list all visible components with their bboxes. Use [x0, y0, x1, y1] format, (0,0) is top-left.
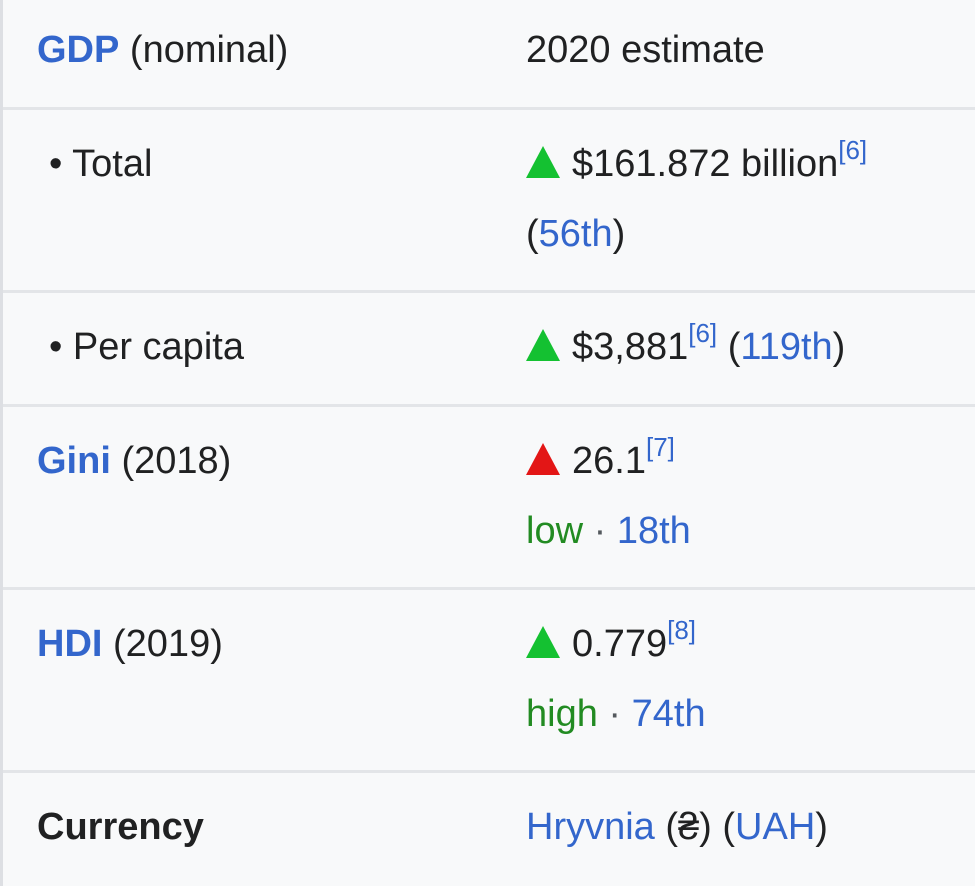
trend-up-green-icon — [526, 329, 560, 361]
close-paren: ) — [815, 806, 828, 848]
hdi-label: HDI (2019) — [37, 610, 223, 678]
gini-value: 26.1[7] — [526, 427, 675, 495]
trend-up-green-icon — [526, 146, 560, 178]
trend-up-red-icon — [526, 443, 560, 475]
reference-link[interactable]: [8] — [667, 615, 697, 646]
gdp-per-capita-rank-link[interactable]: 119th — [740, 326, 833, 368]
gdp-label-suffix: (nominal) — [119, 29, 289, 71]
gini-link[interactable]: Gini — [37, 440, 111, 482]
currency-symbol: (₴) ( — [654, 806, 736, 848]
separator-dot: · — [597, 693, 632, 735]
hdi-rank-link[interactable]: 74th — [631, 693, 706, 735]
trend-up-green-icon — [526, 626, 560, 658]
rank-open-paren: ( — [526, 213, 539, 255]
currency-label: Currency — [37, 806, 204, 848]
rank-open-paren: ( — [717, 326, 741, 368]
gdp-per-capita-row: • Per capita $3,881[6] (119th) — [3, 293, 975, 407]
gdp-total-rank: (56th) — [526, 200, 625, 268]
gdp-link[interactable]: GDP — [37, 29, 120, 71]
hdi-value: 0.779[8] — [526, 610, 696, 678]
reference-link[interactable]: [7] — [645, 432, 675, 463]
gdp-total-value: $161.872 billion[6] — [526, 130, 867, 198]
hdi-row: HDI (2019) 0.779[8] high · 74th — [3, 590, 975, 773]
hdi-level: high · 74th — [526, 680, 706, 748]
hdi-level-text: high — [526, 693, 598, 735]
gini-row: Gini (2018) 26.1[7] low · 18th — [3, 407, 975, 590]
gdp-per-capita-amount: $3,881 — [572, 326, 689, 368]
gdp-estimate-year: 2020 estimate — [526, 29, 765, 71]
gdp-per-capita-label: • Per capita — [49, 326, 244, 368]
gdp-total-row: • Total $161.872 billion[6] (56th) — [3, 110, 975, 293]
gini-rank-link[interactable]: 18th — [616, 510, 691, 552]
gini-label: Gini (2018) — [37, 427, 231, 495]
gini-label-suffix: (2018) — [110, 440, 232, 482]
gdp-per-capita-value: $3,881[6] (119th) — [526, 313, 845, 381]
gini-level: low · 18th — [526, 497, 691, 565]
rank-close-paren: ) — [612, 213, 626, 255]
hdi-number: 0.779 — [572, 623, 668, 665]
gdp-total-amount: $161.872 billion — [572, 143, 839, 185]
hdi-link[interactable]: HDI — [37, 623, 103, 665]
reference-link[interactable]: [6] — [688, 318, 718, 349]
gini-number: 26.1 — [572, 440, 646, 482]
currency-name-link[interactable]: Hryvnia — [526, 806, 655, 848]
currency-code-link[interactable]: UAH — [735, 806, 816, 848]
gdp-label: GDP (nominal) — [37, 16, 288, 84]
currency-row: Currency Hryvnia (₴) (UAH) — [3, 773, 975, 886]
gdp-total-rank-link[interactable]: 56th — [538, 213, 613, 255]
currency-value: Hryvnia (₴) (UAH) — [526, 793, 828, 861]
gdp-header-row: GDP (nominal) 2020 estimate — [3, 0, 975, 110]
gini-level-text: low — [526, 510, 584, 552]
reference-link[interactable]: [6] — [838, 135, 868, 166]
gdp-total-label: • Total — [49, 143, 153, 185]
separator-dot: · — [583, 510, 617, 552]
hdi-label-suffix: (2019) — [102, 623, 223, 665]
rank-close-paren: ) — [832, 326, 846, 368]
